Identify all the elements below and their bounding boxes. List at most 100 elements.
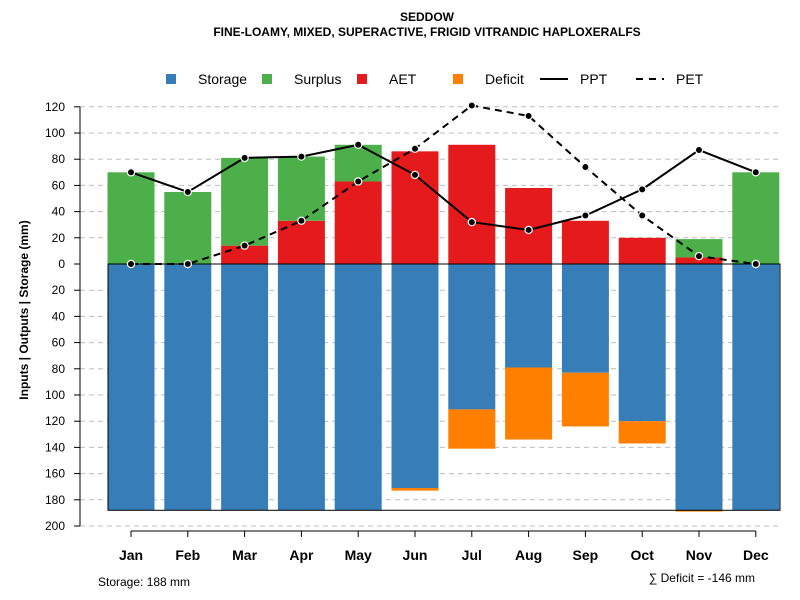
month-label-oct: Oct <box>631 547 655 563</box>
ppt-point <box>240 153 249 163</box>
ppt-point <box>751 168 761 177</box>
ppt-point <box>524 225 533 235</box>
deficit-note: ∑ Deficit = -146 mm <box>649 571 755 585</box>
storage-bar <box>391 264 439 489</box>
pet-point <box>240 241 249 250</box>
pet-point <box>694 251 704 261</box>
ppt-point <box>410 170 420 180</box>
bars <box>107 144 781 512</box>
month-label-may: May <box>345 547 372 563</box>
pet-point <box>126 259 136 269</box>
pet-point <box>354 177 363 186</box>
deficit-bar <box>391 488 439 491</box>
legend-label-deficit: Deficit <box>485 71 524 87</box>
ppt-point <box>694 145 704 155</box>
y-tick-label: 80 <box>52 152 66 166</box>
y-tick-label: 20 <box>52 231 66 245</box>
pet-point <box>751 259 761 269</box>
y-tick-label: 0 <box>58 257 65 271</box>
legend-swatch-aet <box>357 74 367 84</box>
y-tick-label: 200 <box>45 519 65 533</box>
month-label-jan: Jan <box>119 547 143 563</box>
legend-label-aet: AET <box>389 71 417 87</box>
ppt-point <box>354 140 363 149</box>
pet-point <box>297 216 306 225</box>
y-tick-label: 40 <box>52 205 66 219</box>
legend-swatch-deficit <box>453 74 463 84</box>
storage-bar <box>561 264 609 373</box>
legend-swatch-storage <box>166 74 176 84</box>
storage-bar <box>675 264 723 511</box>
legend-label-pet: PET <box>676 71 704 87</box>
ppt-line <box>130 143 757 231</box>
deficit-bar <box>675 510 723 512</box>
aet-bar <box>391 151 439 264</box>
y-tick-label: 160 <box>45 467 65 481</box>
legend-label-surplus: Surplus <box>294 71 341 87</box>
pet-point <box>581 162 590 172</box>
y-tick-label: 120 <box>45 414 65 428</box>
surplus-bar <box>334 144 382 182</box>
legend-label-storage: Storage <box>198 71 247 87</box>
y-tick-label: 100 <box>45 126 65 140</box>
y-tick-label: 140 <box>45 440 65 454</box>
storage-bar <box>164 264 212 511</box>
month-label-jul: Jul <box>462 547 482 563</box>
month-label-sep: Sep <box>573 547 599 563</box>
storage-bar <box>277 264 325 511</box>
storage-bar <box>107 264 155 511</box>
ppt-point <box>467 217 476 227</box>
chart-legend: Storage Surplus AET Deficit PPT PET <box>166 71 704 87</box>
y-tick-label: 60 <box>52 336 66 350</box>
y-tick-label: 180 <box>45 493 65 507</box>
y-tick-label: 120 <box>45 100 65 114</box>
x-axis-labels: Jan Feb Mar Apr May Jun Jul Aug Sep Oct Nov Dec <box>119 530 769 563</box>
aet-bar <box>221 245 269 264</box>
pet-point <box>467 101 476 110</box>
storage-bar <box>505 264 553 368</box>
y-tick-label: 20 <box>52 283 66 297</box>
y-tick-label: 40 <box>52 309 66 323</box>
pet-point <box>638 211 647 220</box>
deficit-bar <box>618 421 666 444</box>
pet-point <box>183 259 192 269</box>
surplus-bar <box>732 172 780 264</box>
storage-bar <box>334 264 382 511</box>
storage-bar <box>618 264 666 422</box>
month-label-nov: Nov <box>686 547 713 563</box>
y-tick-label: 100 <box>45 388 65 402</box>
month-label-feb: Feb <box>175 547 200 563</box>
y-tick-label: 60 <box>52 178 66 192</box>
ppt-point <box>183 187 192 197</box>
surplus-bar <box>107 172 155 264</box>
storage-bar <box>732 264 780 511</box>
aet-bar <box>448 144 496 264</box>
month-label-dec: Dec <box>743 547 769 563</box>
deficit-bar <box>448 409 496 449</box>
y-tick-label: 80 <box>52 362 66 376</box>
chart-subtitle: FINE-LOAMY, MIXED, SUPERACTIVE, FRIGID V… <box>213 25 640 39</box>
ppt-point <box>126 168 136 177</box>
storage-bar <box>448 264 496 410</box>
aet-bar <box>334 181 382 264</box>
ppt-point <box>581 211 590 220</box>
aet-bar <box>675 257 723 264</box>
pet-point <box>524 111 533 121</box>
aet-bar <box>618 237 666 264</box>
month-label-apr: Apr <box>289 547 314 563</box>
ppt-point <box>638 185 647 194</box>
surplus-bar <box>277 156 325 221</box>
y-axis: 0 20 40 60 80 100 120 20 40 60 80 100 120 140 160 180 20… <box>45 100 81 533</box>
surplus-bar <box>164 191 212 264</box>
surplus-bar <box>675 239 723 258</box>
month-label-mar: Mar <box>232 547 257 563</box>
pet-line <box>131 104 756 265</box>
surplus-bar <box>221 157 269 246</box>
storage-note: Storage: 188 mm <box>98 575 190 589</box>
chart-title: SEDDOW <box>400 10 455 24</box>
ppt-point <box>297 152 306 161</box>
month-label-jun: Jun <box>403 547 428 563</box>
legend-label-ppt: PPT <box>580 71 608 87</box>
pet-point <box>410 144 420 153</box>
